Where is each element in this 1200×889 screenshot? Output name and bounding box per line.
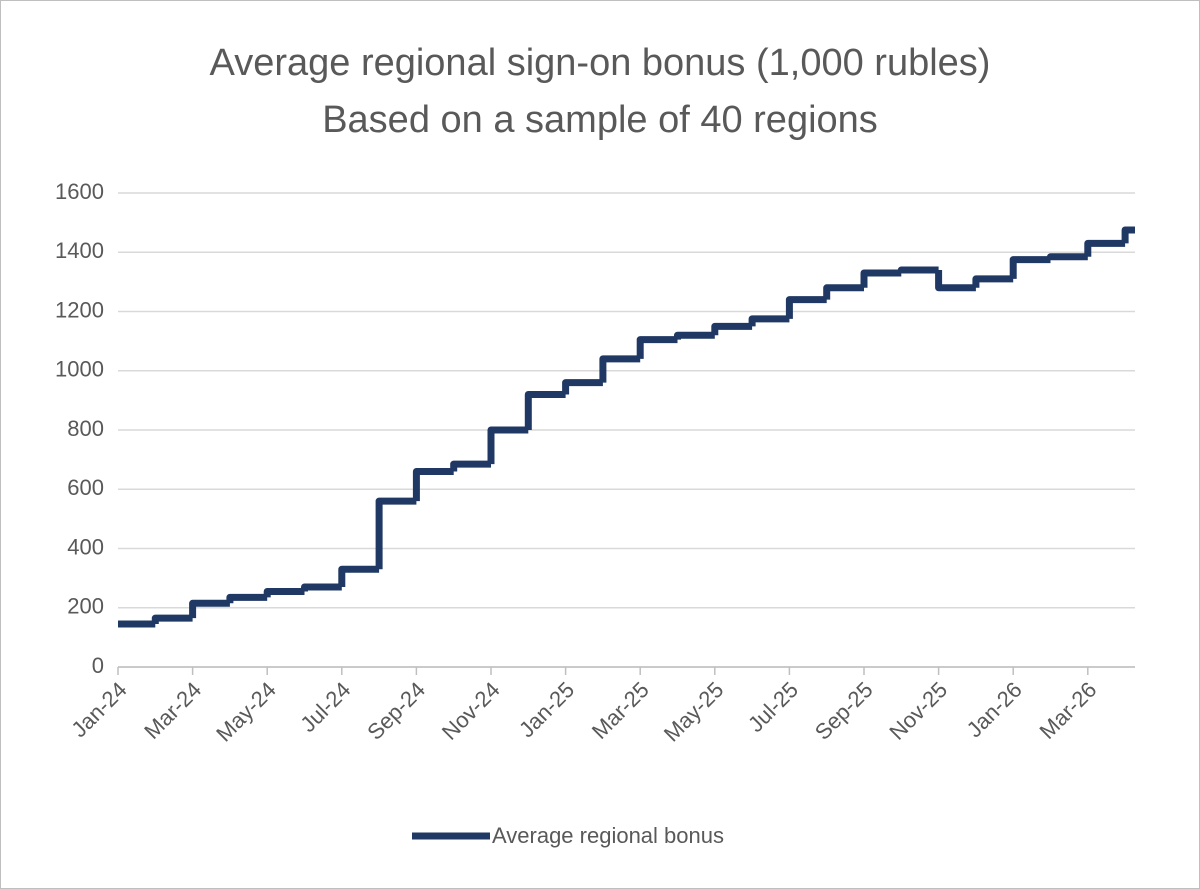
line-step: [1084, 239, 1126, 257]
chart-subtitle: Based on a sample of 40 regions: [322, 99, 878, 141]
y-tick-label: 400: [67, 534, 104, 559]
line-step: [263, 587, 305, 598]
line-step: [338, 565, 380, 588]
y-tick-label: 1200: [55, 297, 104, 322]
line-step: [1047, 253, 1088, 261]
line-step: [412, 467, 454, 502]
line-step: [189, 599, 230, 619]
line-step: [524, 390, 566, 430]
line-step: [450, 460, 491, 472]
line-step: [748, 315, 790, 327]
y-tick-label: 0: [92, 653, 104, 678]
line-step: [599, 355, 641, 383]
line-step: [636, 336, 678, 359]
line-step: [1009, 256, 1051, 279]
line-step: [375, 497, 417, 570]
line-step: [935, 270, 976, 292]
line-step: [226, 593, 268, 604]
y-tick-label: 200: [67, 594, 104, 619]
y-tick-label: 1000: [55, 357, 104, 382]
chart-title: Average regional sign-on bonus (1,000 ru…: [210, 42, 991, 84]
line-step: [785, 296, 827, 319]
line-step: [151, 614, 193, 625]
line-step: [823, 284, 864, 300]
y-tick-label: 1600: [55, 179, 104, 204]
line-step: [674, 331, 715, 340]
y-tick-label: 1400: [55, 238, 104, 263]
line-step: [562, 379, 603, 395]
line-step: [301, 583, 342, 592]
y-tick-label: 600: [67, 475, 104, 500]
line-step: [487, 426, 529, 465]
y-tick-label: 800: [67, 416, 104, 441]
line-step: [1121, 226, 1135, 244]
line-step: [860, 269, 902, 288]
line-step: [711, 322, 753, 336]
line-step: [897, 266, 939, 274]
legend-label: Average regional bonus: [492, 823, 724, 848]
line-step: [972, 275, 1014, 288]
